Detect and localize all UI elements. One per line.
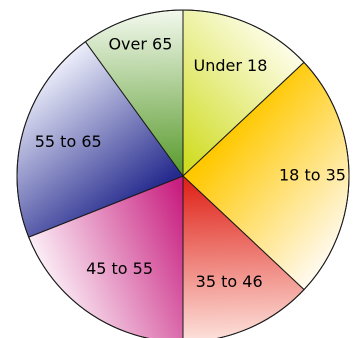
pie-slices xyxy=(16,9,350,338)
pie-label-under-18: Under 18 xyxy=(194,56,268,75)
pie-label-45-to-55: 45 to 55 xyxy=(86,259,153,278)
pie-label-over-65: Over 65 xyxy=(108,34,172,53)
pie-slice-labels: Under 18 18 to 35 35 to 46 45 to 55 55 to 65… xyxy=(35,34,346,291)
pie-label-35-to-46: 35 to 46 xyxy=(196,272,263,291)
pie-outline xyxy=(16,9,350,338)
pie-label-55-to-65: 55 to 65 xyxy=(35,132,102,151)
pie-label-18-to-35: 18 to 35 xyxy=(279,166,346,185)
